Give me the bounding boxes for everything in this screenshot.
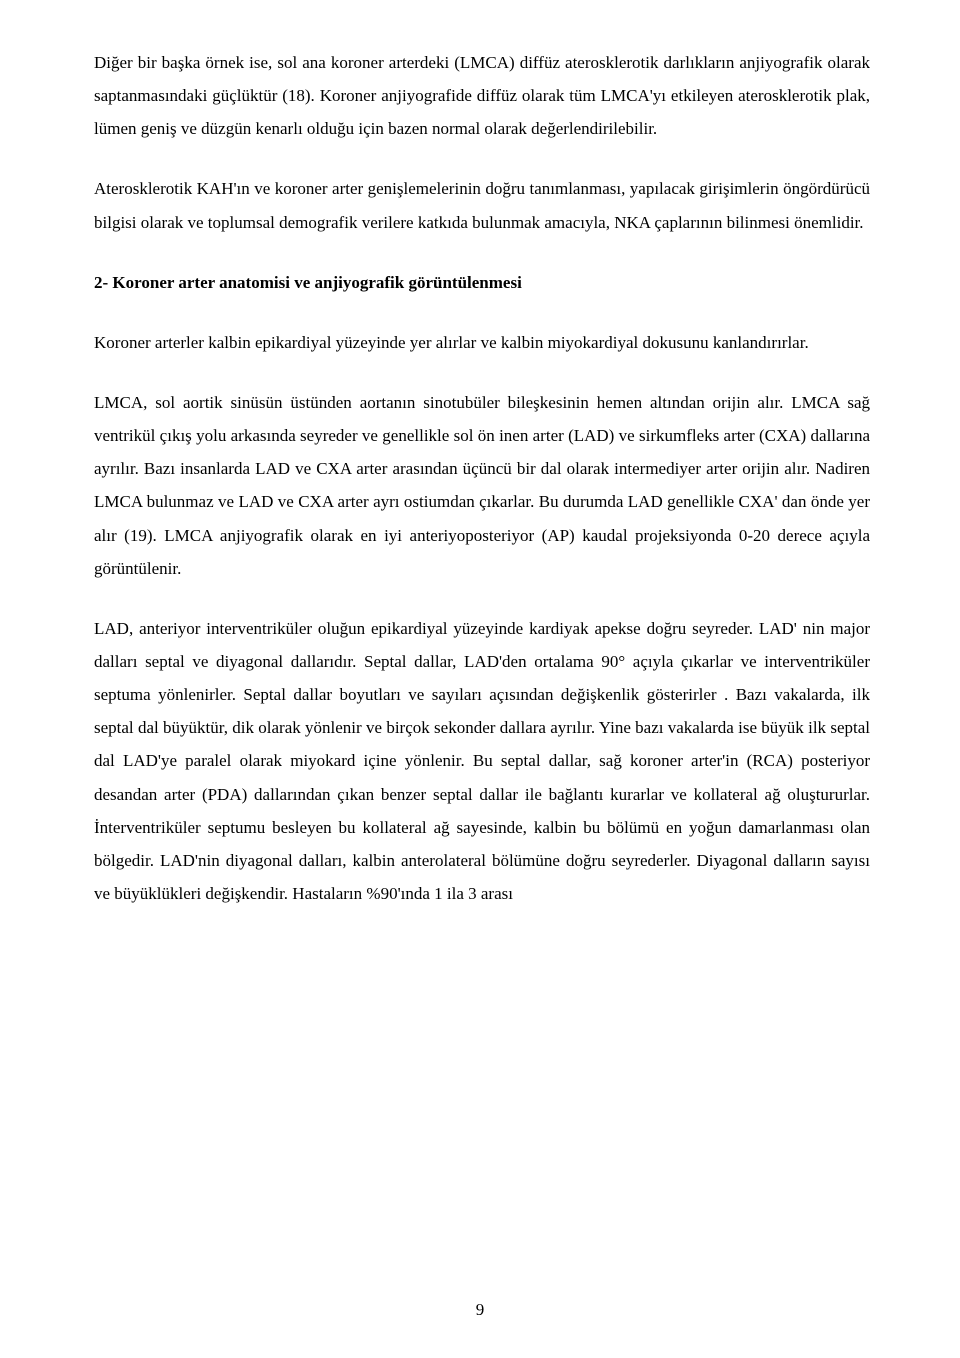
section-title: 2- Koroner arter anatomisi ve anjiyograf… (94, 266, 870, 299)
paragraph-5: LAD, anteriyor interventriküler oluğun e… (94, 612, 870, 910)
paragraph-3: Koroner arterler kalbin epikardiyal yüze… (94, 326, 870, 359)
paragraph-4: LMCA, sol aortik sinüsün üstünden aortan… (94, 386, 870, 585)
paragraph-1: Diğer bir başka örnek ise, sol ana koron… (94, 46, 870, 145)
page-number: 9 (0, 1293, 960, 1326)
paragraph-2: Aterosklerotik KAH'ın ve koroner arter g… (94, 172, 870, 238)
